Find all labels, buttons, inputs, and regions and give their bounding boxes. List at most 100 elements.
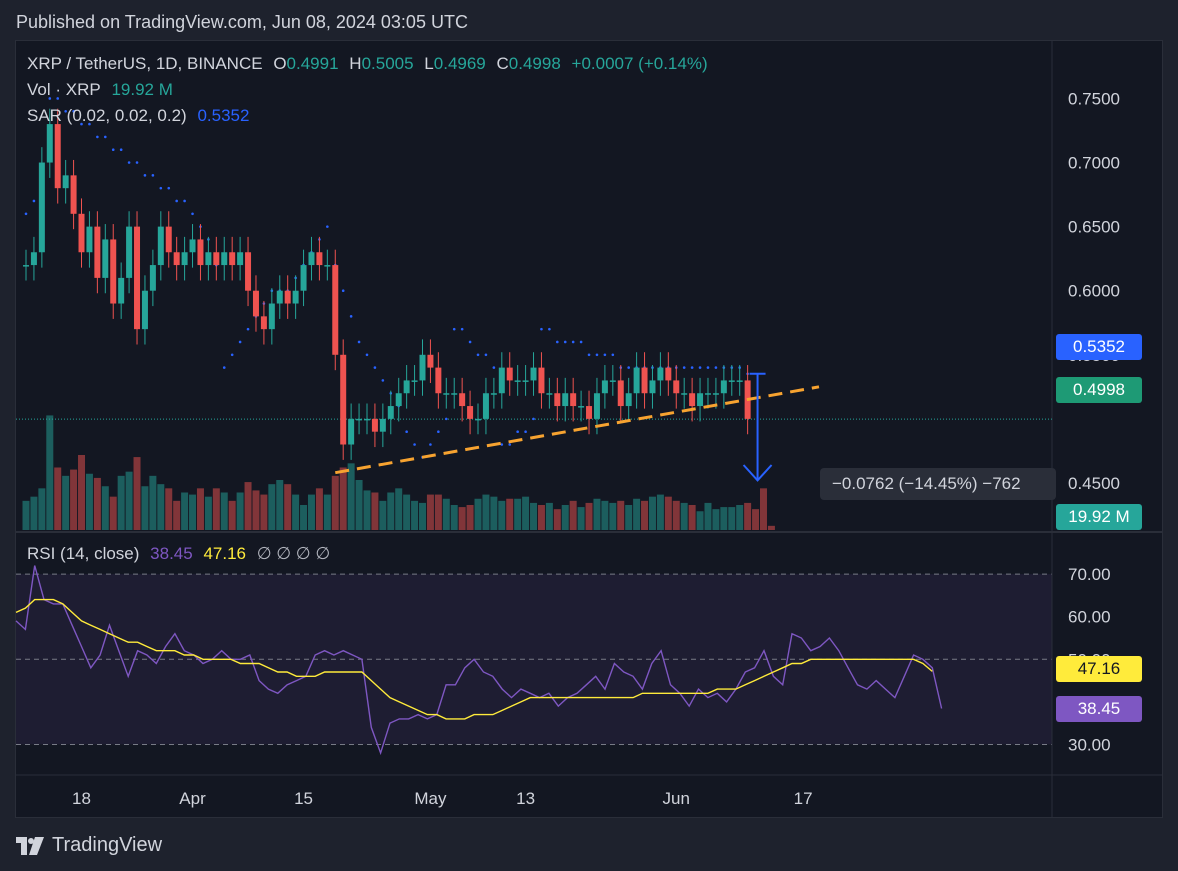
- candle-body: [697, 393, 704, 407]
- sar-dot: [714, 366, 718, 369]
- volume-bar: [347, 463, 355, 530]
- volume-bar: [46, 415, 54, 530]
- candle-body: [427, 354, 434, 368]
- candle-body: [30, 252, 37, 266]
- candle-body: [181, 252, 188, 266]
- volume-bar: [601, 500, 609, 530]
- tradingview-footer[interactable]: TradingView: [16, 834, 162, 857]
- volume-bar: [522, 496, 530, 530]
- sar-label[interactable]: SAR (0.02, 0.02, 0.2): [27, 106, 187, 125]
- candle-body: [245, 252, 252, 291]
- sar-dot: [357, 340, 361, 344]
- candle-body: [435, 367, 442, 394]
- sar-dot: [611, 353, 615, 357]
- candle-body: [673, 380, 680, 394]
- candle-body: [149, 265, 156, 291]
- candle-body: [332, 265, 339, 355]
- sar-dot: [571, 340, 575, 344]
- volume-label[interactable]: Vol · XRP: [27, 80, 101, 99]
- sar-dot: [556, 340, 559, 344]
- candle-body: [54, 124, 61, 189]
- candle-body: [356, 418, 363, 421]
- volume-bar: [712, 509, 720, 530]
- candle-body: [498, 367, 505, 394]
- sar-dot: [326, 225, 329, 228]
- sar-dot: [468, 340, 472, 344]
- candle-body: [530, 367, 537, 381]
- candle-body: [641, 367, 648, 394]
- volume-bar: [244, 482, 252, 530]
- candle-body: [681, 393, 688, 395]
- sar-dot: [183, 199, 186, 203]
- volume-bar: [482, 494, 490, 530]
- candle-body: [617, 380, 624, 407]
- volume-bar: [617, 500, 625, 530]
- close-label: C: [496, 54, 509, 73]
- close-value: 0.4998: [508, 54, 561, 73]
- sar-dot: [540, 327, 543, 331]
- sar-dot: [706, 366, 710, 369]
- candle-body: [475, 418, 482, 421]
- candle-body: [720, 380, 727, 394]
- sar-dot: [24, 212, 28, 216]
- sar-dot: [500, 443, 504, 446]
- candle-body: [284, 290, 291, 304]
- volume-bar: [173, 500, 181, 530]
- high-value: 0.5005: [361, 54, 414, 73]
- candle-body: [601, 380, 608, 394]
- volume-bar: [585, 502, 593, 530]
- volume-bar: [537, 505, 545, 530]
- volume-bar: [300, 505, 308, 530]
- sar-dot: [80, 122, 83, 126]
- change-value: +0.0007 (+0.14%): [571, 54, 708, 73]
- rsi-ma-value: 47.16: [203, 544, 246, 563]
- candle-body: [268, 303, 275, 330]
- volume-bar: [450, 505, 458, 530]
- volume-bar: [125, 471, 133, 530]
- sar-dot: [548, 327, 551, 331]
- candle-body: [252, 290, 259, 317]
- candle-body: [324, 265, 331, 267]
- candle-body: [363, 418, 370, 421]
- volume-bar: [371, 492, 379, 530]
- candle-body: [134, 226, 141, 330]
- candle-body: [292, 290, 299, 304]
- volume-bar: [633, 498, 641, 530]
- volume-bar: [355, 480, 363, 530]
- candle-body: [546, 393, 553, 395]
- volume-bar: [339, 467, 347, 530]
- rsi-legend: RSI (14, close) 38.45 47.16 ∅ ∅ ∅ ∅: [27, 544, 336, 564]
- sar-dot: [191, 212, 194, 216]
- candle-body: [316, 252, 323, 266]
- symbol-label[interactable]: XRP / TetherUS, 1D, BINANCE: [27, 54, 263, 73]
- candle-body: [522, 380, 529, 382]
- volume-bar: [133, 457, 141, 530]
- sar-dot: [405, 430, 408, 433]
- price-tick-label: 0.7000: [1068, 154, 1120, 173]
- rsi-label[interactable]: RSI (14, close): [27, 544, 140, 563]
- candle-body: [482, 393, 489, 419]
- rsi-tick-label: 30.00: [1068, 735, 1111, 754]
- volume-bar: [569, 500, 577, 530]
- volume-bar: [442, 498, 450, 530]
- candle-body: [205, 252, 212, 266]
- candle-body: [157, 226, 164, 266]
- volume-bar: [387, 492, 395, 530]
- volume-bar: [141, 486, 149, 530]
- sar-dot: [682, 366, 686, 369]
- volume-bar: [189, 494, 197, 530]
- candle-body: [506, 367, 513, 381]
- sar-dot: [151, 174, 155, 177]
- volume-bar: [434, 494, 442, 530]
- low-label: L: [424, 54, 434, 73]
- tradingview-logo-icon: [16, 836, 44, 855]
- volume-bar: [609, 502, 617, 530]
- volume-bar: [204, 496, 212, 530]
- sar-dot: [135, 161, 139, 164]
- candle-body: [213, 252, 220, 266]
- volume-bar: [181, 492, 189, 530]
- volume-bar: [688, 505, 696, 530]
- price-tick-label: 0.6500: [1068, 218, 1120, 237]
- volume-bar: [252, 490, 260, 530]
